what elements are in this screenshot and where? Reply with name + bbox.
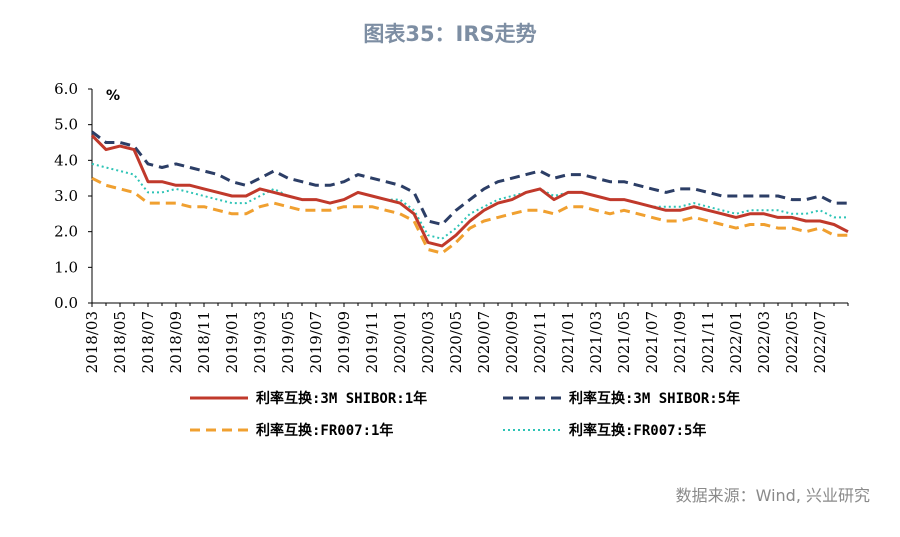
legend: 利率互换:3M SHIBOR:1年 利率互换:3M SHIBOR:5年利率互换:F…	[190, 390, 740, 439]
series-line-3	[91, 176, 848, 255]
x-tick-label: 2019/03	[251, 311, 269, 373]
x-tick-label: 2018/11	[195, 311, 213, 373]
series-line-1	[90, 134, 849, 248]
x-tick-label: 2018/05	[111, 311, 129, 373]
x-tick-label: 2018/03	[83, 311, 101, 373]
legend-label-4: 利率互换:FR007:5年	[569, 422, 706, 439]
x-tick-label: 2020/07	[475, 311, 493, 373]
x-tick-label: 2020/01	[391, 311, 409, 373]
x-tick-label: 2022/07	[811, 311, 829, 373]
x-tick-label: 2022/01	[727, 311, 745, 373]
legend-label-2: 利率互换:3M SHIBOR:5年	[569, 390, 740, 407]
legend-label-1: 利率互换:3M SHIBOR:1年	[256, 390, 427, 407]
y-tick-label: 6.0	[54, 80, 78, 98]
y-unit-label: %	[106, 88, 120, 104]
y-tick-label: 4.0	[54, 151, 78, 169]
x-tick-label: 2018/09	[167, 311, 185, 373]
x-tick-label: 2019/07	[307, 311, 325, 373]
y-tick-label: 2.0	[54, 223, 78, 241]
axes: 0.0 1.0 2.0 3.0 4.0 5.0 6.0 % 2018/03 2018/05 2018…	[54, 80, 849, 373]
legend-label-3: 利率互换:FR007:1年	[256, 422, 393, 439]
data-source-note: 数据来源：Wind, 兴业研究	[675, 486, 870, 505]
x-tick-label: 2019/05	[279, 311, 297, 373]
x-tick-label: 2022/03	[755, 311, 773, 373]
chart-title: 图表35：IRS走势	[363, 22, 537, 46]
x-tick-label: 2021/01	[559, 311, 577, 373]
y-tick-label: 3.0	[54, 187, 78, 205]
series-line-2	[91, 130, 848, 226]
x-tick-label: 2021/07	[643, 311, 661, 373]
series-lines	[90, 130, 849, 255]
x-tick-label: 2021/05	[615, 311, 633, 373]
x-tick-label: 2020/03	[419, 311, 437, 373]
x-tick-label: 2020/09	[503, 311, 521, 373]
y-tick-label: 0.0	[54, 294, 78, 312]
x-tick-label: 2020/11	[531, 311, 549, 373]
x-tick-label: 2019/11	[363, 311, 381, 373]
x-tick-label: 2022/05	[783, 311, 801, 373]
x-tick-label: 2018/07	[139, 311, 157, 373]
x-tick-label: 2019/09	[335, 311, 353, 373]
x-tick-label: 2021/11	[699, 311, 717, 373]
y-tick-label: 1.0	[54, 258, 78, 276]
x-tick-label: 2021/09	[671, 311, 689, 373]
y-tick-label: 5.0	[54, 116, 78, 134]
x-tick-label: 2020/05	[447, 311, 465, 373]
x-tick-label: 2021/03	[587, 311, 605, 373]
x-tick-label: 2019/01	[223, 311, 241, 373]
